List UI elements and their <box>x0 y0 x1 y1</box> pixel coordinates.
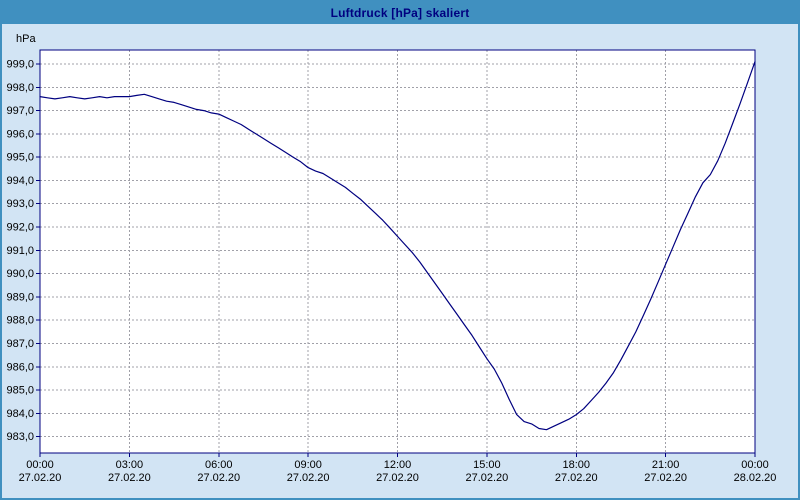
svg-text:27.02.20: 27.02.20 <box>287 472 330 484</box>
svg-text:27.02.20: 27.02.20 <box>555 472 598 484</box>
svg-text:18:00: 18:00 <box>562 459 590 471</box>
chart-area: 999,0 998,0 997,0 996,0 995,0 994,0 993,0 992,0… <box>2 24 798 498</box>
svg-text:21:00: 21:00 <box>652 459 680 471</box>
svg-text:00:00: 00:00 <box>741 459 769 471</box>
svg-text:998,0: 998,0 <box>6 82 34 94</box>
svg-text:991,0: 991,0 <box>6 245 34 257</box>
svg-text:28.02.20: 28.02.20 <box>734 472 777 484</box>
svg-text:983,0: 983,0 <box>6 431 34 443</box>
svg-text:988,0: 988,0 <box>6 315 34 327</box>
svg-text:986,0: 986,0 <box>6 361 34 373</box>
svg-text:997,0: 997,0 <box>6 105 34 117</box>
svg-text:996,0: 996,0 <box>6 128 34 140</box>
svg-text:06:00: 06:00 <box>205 459 233 471</box>
svg-text:27.02.20: 27.02.20 <box>197 472 240 484</box>
svg-text:990,0: 990,0 <box>6 268 34 280</box>
svg-text:03:00: 03:00 <box>116 459 144 471</box>
svg-text:989,0: 989,0 <box>6 291 34 303</box>
svg-text:27.02.20: 27.02.20 <box>108 472 151 484</box>
svg-text:hPa: hPa <box>16 33 36 45</box>
svg-text:985,0: 985,0 <box>6 385 34 397</box>
svg-text:999,0: 999,0 <box>6 58 34 70</box>
svg-text:984,0: 984,0 <box>6 408 34 420</box>
chart-title-bar: Luftdruck [hPa] skaliert <box>2 2 798 24</box>
pressure-chart: 999,0 998,0 997,0 996,0 995,0 994,0 993,0 992,0… <box>6 33 777 484</box>
svg-text:992,0: 992,0 <box>6 222 34 234</box>
svg-text:27.02.20: 27.02.20 <box>19 472 62 484</box>
svg-text:12:00: 12:00 <box>384 459 412 471</box>
svg-text:15:00: 15:00 <box>473 459 501 471</box>
svg-text:27.02.20: 27.02.20 <box>465 472 508 484</box>
svg-text:27.02.20: 27.02.20 <box>376 472 419 484</box>
svg-text:09:00: 09:00 <box>294 459 322 471</box>
svg-text:994,0: 994,0 <box>6 175 34 187</box>
chart-title: Luftdruck [hPa] skaliert <box>330 6 470 20</box>
svg-text:27.02.20: 27.02.20 <box>644 472 687 484</box>
svg-text:00:00: 00:00 <box>26 459 54 471</box>
svg-text:993,0: 993,0 <box>6 198 34 210</box>
svg-text:987,0: 987,0 <box>6 338 34 350</box>
svg-text:995,0: 995,0 <box>6 152 34 164</box>
